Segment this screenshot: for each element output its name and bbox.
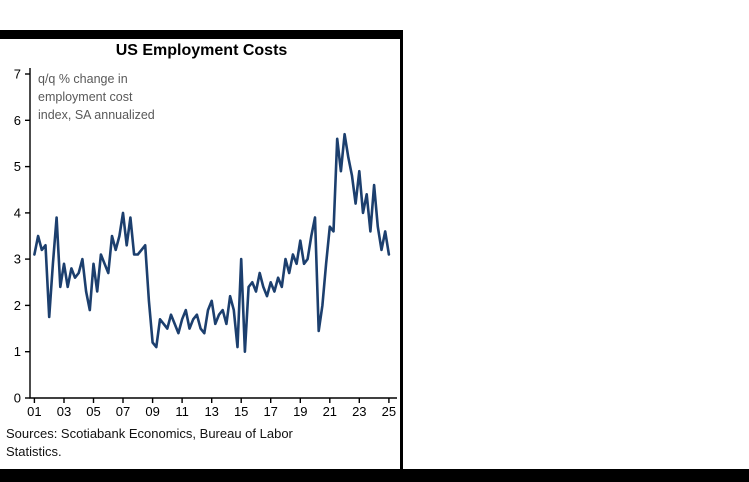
- x-tick-label: 17: [263, 404, 277, 419]
- chart-bottom-border: [0, 469, 749, 482]
- chart-right-border: [400, 30, 403, 469]
- y-tick-label: 0: [14, 391, 21, 406]
- x-tick-label: 09: [145, 404, 159, 419]
- source-note: Sources: Scotiabank Economics, Bureau of…: [6, 426, 293, 460]
- x-tick-label: 25: [382, 404, 396, 419]
- y-tick-label: 2: [14, 298, 21, 313]
- y-tick-label: 5: [14, 159, 21, 174]
- chart-top-border: [0, 30, 403, 39]
- x-tick-label: 15: [234, 404, 248, 419]
- x-tick-label: 07: [116, 404, 130, 419]
- y-tick-label: 4: [14, 205, 21, 220]
- eci-line-series: [33, 132, 391, 353]
- chart-panel: US Employment Costs 0 1 2 3 4 5 6 7 01 03 05 07 09 11…: [0, 30, 403, 469]
- x-tick-label: 13: [204, 404, 218, 419]
- axes: [25, 68, 397, 403]
- x-tick-label: 21: [323, 404, 337, 419]
- y-tick-label: 7: [14, 67, 21, 82]
- chart-title: US Employment Costs: [115, 42, 288, 59]
- x-tick-label: 03: [57, 404, 71, 419]
- y-tick-label: 3: [14, 252, 21, 267]
- y-tick-label: 1: [14, 344, 21, 359]
- x-tick-label: 11: [175, 404, 189, 419]
- y-tick-label: 6: [14, 113, 21, 128]
- x-tick-label: 23: [352, 404, 366, 419]
- chart-annotation: q/q % change in employment cost index, S…: [38, 72, 155, 122]
- x-tick-label: 01: [27, 404, 41, 419]
- x-tick-label: 05: [86, 404, 100, 419]
- x-tick-label: 19: [293, 404, 307, 419]
